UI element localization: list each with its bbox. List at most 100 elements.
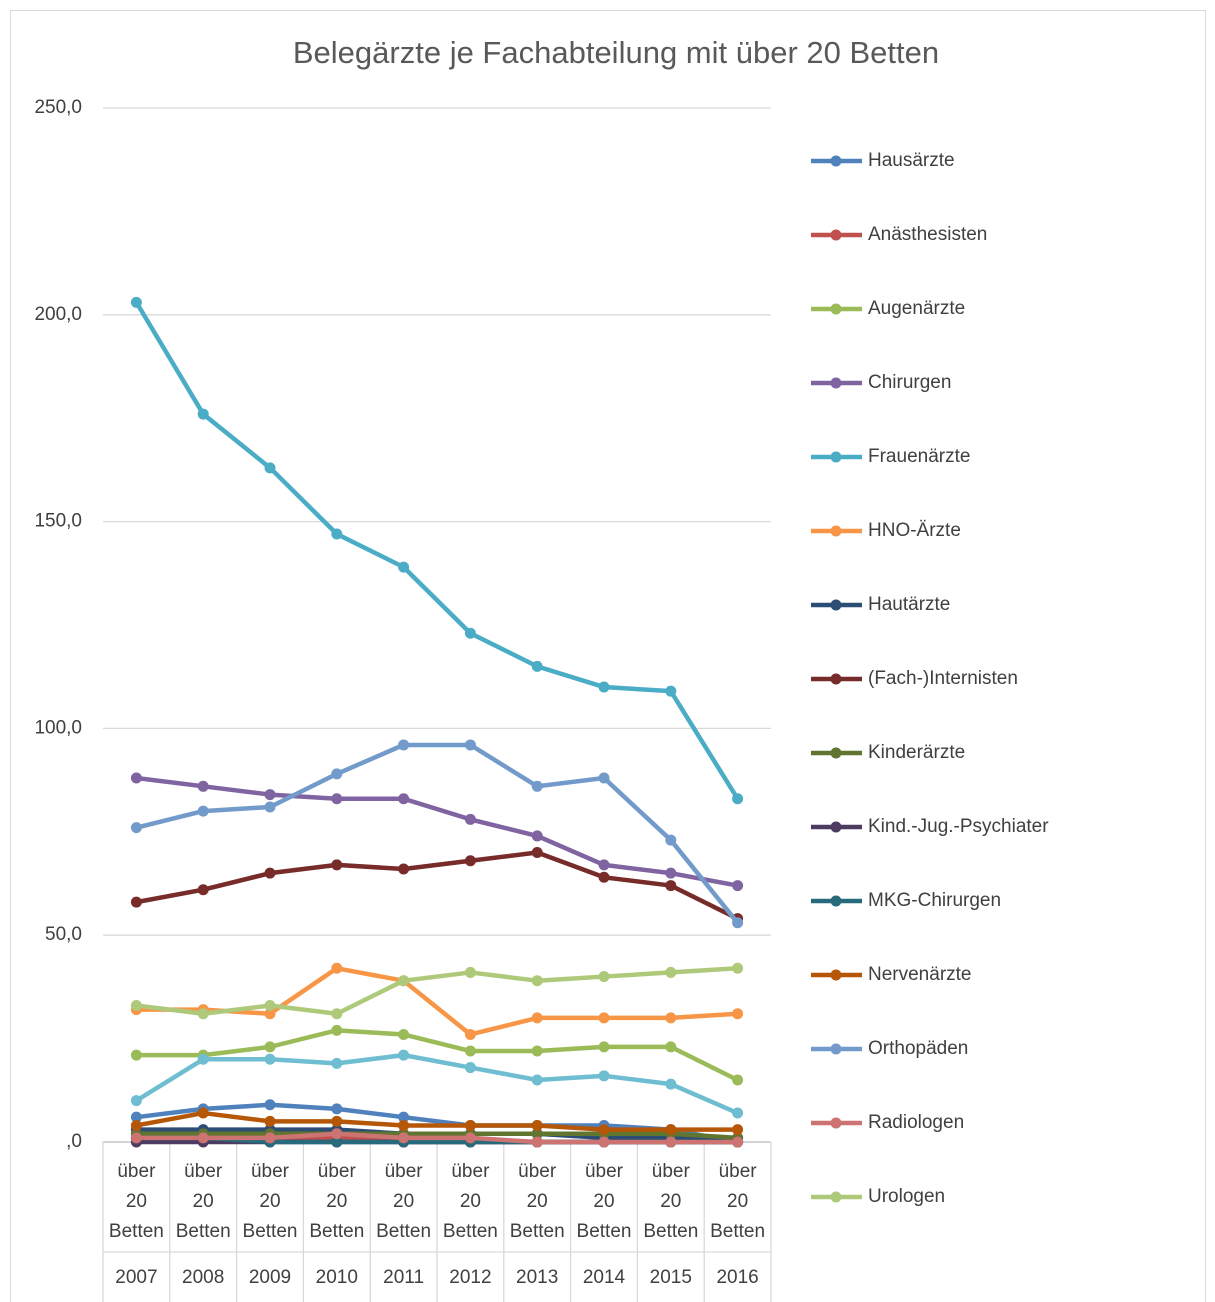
y-tick-label: 150,0 [34, 511, 82, 532]
data-point [464, 1028, 476, 1040]
legend-label: Nervenärzte [868, 964, 972, 985]
legend-label: Augenärzte [868, 298, 965, 319]
data-point [264, 1115, 276, 1127]
data-point [464, 1062, 476, 1074]
x-tick-label: über 20 Betten [376, 1161, 432, 1242]
data-point [598, 681, 610, 693]
data-point [398, 561, 410, 573]
legend-label: Hausärzte [868, 150, 955, 171]
series-line [135, 1052, 739, 1116]
data-point [197, 805, 209, 817]
data-point [464, 855, 476, 867]
data-point [531, 1012, 543, 1024]
data-point [331, 1136, 343, 1148]
data-point [598, 1124, 610, 1136]
data-point [732, 793, 744, 805]
legend-marker [830, 1191, 842, 1203]
legend-marker [830, 155, 842, 167]
y-tick-label: 50,0 [45, 924, 82, 945]
data-point [531, 846, 543, 858]
x-group-label: 2013 [516, 1267, 558, 1288]
x-tick-label: über 20 Betten [710, 1161, 766, 1242]
data-point [197, 408, 209, 420]
data-point [732, 1107, 744, 1119]
x-group-label: 2012 [449, 1267, 491, 1288]
data-point [331, 793, 343, 805]
legend-marker [830, 747, 842, 759]
data-point [331, 768, 343, 780]
data-point [665, 1124, 677, 1136]
legend-label: Urologen [868, 1186, 945, 1207]
y-tick-label: ,0 [66, 1131, 82, 1152]
data-point [264, 867, 276, 879]
data-point [130, 772, 142, 784]
data-point [130, 1111, 142, 1123]
data-point [598, 859, 610, 871]
data-point [464, 1045, 476, 1057]
legend-label: Radiologen [868, 1112, 964, 1133]
data-point [398, 863, 410, 875]
data-point [732, 1136, 744, 1148]
data-point [531, 1136, 543, 1148]
data-point [130, 296, 142, 308]
data-point [331, 1024, 343, 1036]
legend-label: Anästhesisten [868, 224, 987, 245]
legend-label: Orthopäden [868, 1038, 968, 1059]
data-point [331, 1103, 343, 1115]
x-tick-label: über 20 Betten [643, 1161, 699, 1242]
data-point [665, 1041, 677, 1053]
data-point [531, 830, 543, 842]
x-tick-label: über 20 Betten [576, 1161, 632, 1242]
x-tick-label: über 20 Betten [309, 1161, 365, 1242]
x-group-label: 2011 [383, 1267, 424, 1288]
data-point [598, 871, 610, 883]
legend-marker [830, 451, 842, 463]
data-point [598, 971, 610, 983]
series-line [135, 1110, 738, 1132]
data-point [398, 793, 410, 805]
data-point [398, 975, 410, 987]
x-group-label: 2009 [249, 1267, 291, 1288]
data-point [130, 1119, 142, 1131]
data-point [331, 859, 343, 871]
data-point [598, 1041, 610, 1053]
x-tick-label: über 20 Betten [442, 1161, 498, 1242]
data-point [197, 884, 209, 896]
data-point [531, 1128, 543, 1140]
data-point [732, 1074, 744, 1086]
legend-marker [830, 303, 842, 315]
x-tick-label: über 20 Betten [175, 1161, 231, 1242]
data-point [598, 1012, 610, 1024]
data-point [398, 1119, 410, 1131]
series-line [136, 966, 738, 1017]
data-point [398, 739, 410, 751]
data-point [264, 1008, 276, 1020]
data-point [331, 1115, 343, 1127]
data-point [531, 1119, 543, 1131]
legend-label: (Fach-)Internisten [868, 668, 1018, 689]
legend-marker [830, 599, 842, 611]
data-point [264, 789, 276, 801]
y-tick-label: 250,0 [34, 97, 82, 118]
data-point [464, 627, 476, 639]
data-point [464, 813, 476, 825]
data-point [531, 975, 543, 987]
data-point [464, 739, 476, 751]
data-point [665, 880, 677, 892]
series-line [136, 775, 739, 888]
data-point [130, 896, 142, 908]
legend-marker [830, 821, 842, 833]
data-point [665, 1078, 677, 1090]
legend-marker [830, 673, 842, 685]
data-point [531, 780, 543, 792]
data-point [732, 962, 744, 974]
legend-marker [830, 1043, 842, 1055]
legend-marker [830, 969, 842, 981]
data-point [531, 1074, 543, 1086]
data-point [598, 772, 610, 784]
data-point [398, 1132, 410, 1144]
data-point [264, 1000, 276, 1012]
data-point [130, 1095, 142, 1107]
